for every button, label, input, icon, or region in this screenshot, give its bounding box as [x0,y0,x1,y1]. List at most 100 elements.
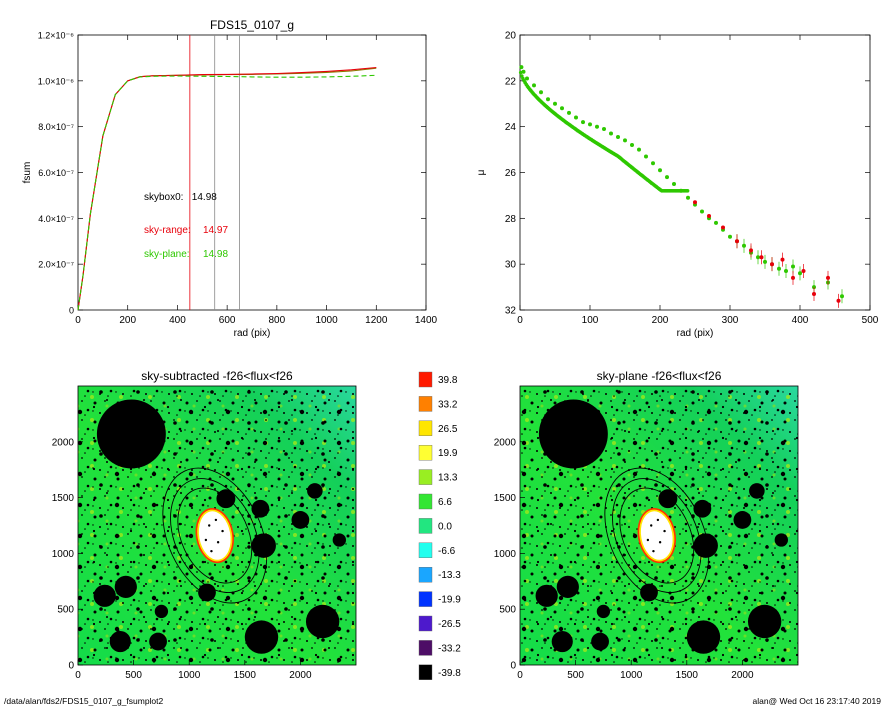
colorbar-label: 6.6 [438,497,452,508]
masked-star [244,620,279,654]
sky-subtracted-map: sky-subtracted -f26<flux<f26 0 500 1000 1500… [52,369,357,681]
masked-star [96,399,166,469]
data-point [546,97,550,102]
data-point [519,65,524,70]
data-point [644,154,648,159]
y-axis-label: fsum [22,162,33,184]
x-tick-label: 1200 [365,315,388,326]
colorbar-swatch [418,371,433,388]
masked-star [114,575,137,598]
fsum-chart: 0 200 400 600 800 1000 1200 1400 0 2.0×10⁻⁷ 4.0×10… [22,18,438,339]
footer-path: /data/alan/fds2/FDS15_0107_g_fsumplot2 [4,696,164,706]
colorbar-swatch [418,469,433,485]
annotation-label: sky-range: [144,225,191,236]
masked-star [693,533,718,558]
y-axis-label: μ [476,169,487,175]
x-tick-label: 2000 [731,670,754,681]
x-tick-label: 400 [169,315,186,326]
core-point [650,524,653,527]
data-point [679,188,683,193]
data-point [836,298,841,303]
data-point [623,138,627,143]
data-point [574,115,578,120]
core-point [208,524,211,527]
y-tick-label: 2.0×10⁻⁷ [38,260,74,270]
isophote-ellipse [177,487,253,584]
data-point [595,124,599,129]
data-point [707,214,711,218]
colorbar-swatch [418,591,433,607]
y-tick-label: 0 [510,661,516,672]
y-tick-label: 32 [505,306,517,317]
data-point [784,269,788,273]
masked-star [596,604,611,619]
image-title: sky-subtracted -f26<flux<f26 [141,369,293,383]
x-tick-label: 100 [582,315,599,326]
masked-star [332,533,346,547]
x-tick-label: 800 [269,315,286,326]
core-point [656,518,660,522]
y-tick-label: 1500 [494,493,517,504]
data-point [616,135,620,139]
data-point [826,275,830,280]
colorbar-label: 33.2 [438,399,458,410]
x-tick-label: 300 [722,315,739,326]
fsum-series-line [77,66,377,311]
colorbar-swatch [418,396,433,412]
annotation-label: sky-plane: [144,249,190,260]
data-point [581,120,585,125]
data-point [756,255,760,260]
core-point [210,549,213,553]
data-point [801,269,806,273]
colorbar-swatch [418,567,433,583]
x-tick-label: 1400 [415,315,438,326]
x-tick-label: 400 [792,315,809,326]
x-tick-label: 0 [75,315,81,326]
data-point [749,248,753,253]
data-point [532,83,536,88]
masked-star [93,584,116,607]
y-tick-label: 26 [505,168,517,179]
colorbar-label: -26.5 [438,619,461,630]
isophote-ellipse [162,467,268,604]
colorbar-swatch [418,420,433,436]
masked-star [538,399,608,469]
data-point [759,255,764,260]
y-tick-label: 8.0×10⁻⁷ [38,122,74,132]
core-point [214,518,218,522]
masked-star [591,632,609,651]
data-point [665,175,669,180]
masked-star [556,575,579,598]
y-tick-label: 1000 [52,549,75,560]
core-point [652,549,655,553]
data-point [672,182,676,186]
fsum-series-line [77,74,377,311]
data-point [777,266,781,271]
annotation-value: 14.98 [192,192,217,203]
y-tick-label: 0 [68,661,74,672]
colorbar-swatch [418,493,433,510]
plot-frame [77,34,427,311]
y-tick-label: 28 [505,214,517,225]
masked-star [686,620,721,654]
colorbar-swatch [418,542,433,558]
data-point [521,69,526,74]
annotation-label: skybox0: [144,192,183,203]
data-point [553,101,557,106]
y-tick-label: 22 [505,76,517,87]
data-point [714,220,718,225]
colorbar-label: 0.0 [438,521,452,532]
image-title: sky-plane -f26<flux<f26 [597,369,722,383]
data-point [770,262,774,267]
x-tick-label: 600 [219,315,236,326]
masked-star [749,483,765,499]
colorbar-label: 26.5 [438,424,458,435]
y-tick-label: 4.0×10⁻⁷ [38,214,74,224]
colorbar-swatch [418,518,433,534]
core-point [658,541,662,544]
fsum-series-line [77,67,377,311]
data-point [735,239,739,244]
masked-star [251,533,276,558]
image-frame [77,385,357,666]
masked-star [733,511,752,529]
